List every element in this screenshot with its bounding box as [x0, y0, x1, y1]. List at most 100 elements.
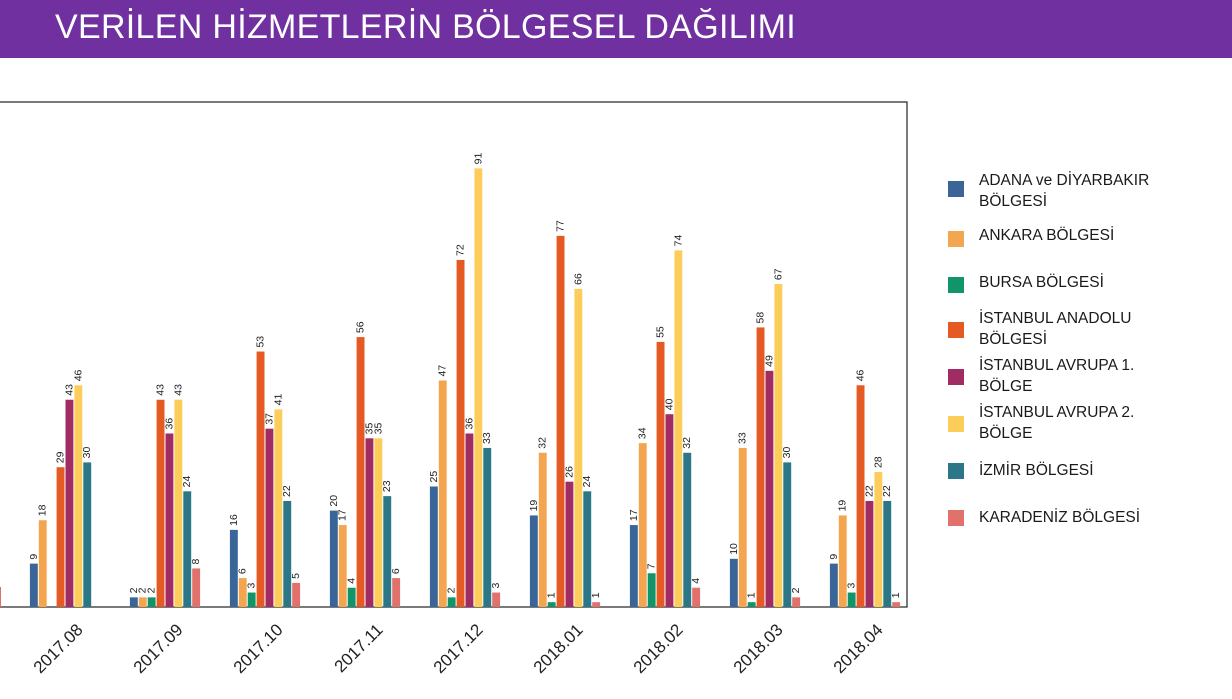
data-label: 66	[572, 273, 584, 285]
bar	[556, 235, 565, 608]
x-tick-label: 2017.11	[331, 620, 387, 676]
data-label: 17	[628, 509, 640, 521]
bar	[65, 399, 74, 607]
data-label: 22	[863, 485, 875, 497]
data-label: 4	[346, 578, 358, 584]
legend-swatch	[948, 416, 964, 432]
bar	[638, 443, 647, 607]
title-bar: VERİLEN HİZMETLERİN BÖLGESEL DAĞILIMI	[0, 0, 1232, 58]
data-label: 56	[355, 321, 367, 333]
data-label: 28	[872, 456, 884, 468]
data-label: 36	[463, 418, 475, 430]
bar	[865, 500, 874, 607]
bar	[365, 438, 374, 607]
data-label: 17	[337, 509, 349, 521]
data-label: 1	[546, 592, 558, 598]
data-label: 6	[237, 568, 249, 574]
data-label: 36	[163, 418, 175, 430]
bar	[229, 529, 238, 607]
x-tick-label: 2018.02	[630, 620, 687, 677]
bar	[574, 288, 583, 607]
bar	[747, 602, 756, 607]
legend-label: ADANA ve DİYARBAKIR BÖLGESİ	[979, 172, 1150, 210]
bar	[783, 462, 792, 607]
bar	[729, 558, 738, 607]
data-label: 23	[381, 480, 393, 492]
data-label: 40	[663, 398, 675, 410]
data-label: 67	[772, 268, 784, 280]
data-label: 34	[637, 427, 649, 439]
bar	[847, 592, 856, 607]
x-tick-label: 2017.09	[130, 620, 187, 677]
bar	[456, 259, 465, 607]
bar	[656, 341, 665, 607]
data-label: 30	[781, 447, 793, 459]
data-label: 37	[263, 413, 275, 425]
data-label: 10	[728, 543, 740, 555]
data-label: 2	[137, 587, 149, 593]
data-label: 1	[890, 592, 902, 598]
bar	[465, 433, 474, 607]
bar	[529, 515, 538, 607]
legend-label: İSTANBUL AVRUPA 1. BÖLGE	[979, 357, 1135, 395]
bar	[874, 472, 883, 607]
bar	[165, 433, 174, 607]
data-label: 43	[63, 384, 75, 396]
data-label: 49	[763, 355, 775, 367]
bar	[238, 578, 247, 607]
data-label: 43	[172, 384, 184, 396]
bar	[138, 597, 147, 607]
legend-swatch	[948, 369, 964, 385]
legend-label: İSTANBUL ANADOLU BÖLGESİ	[979, 310, 1132, 348]
bar	[774, 284, 783, 607]
bar	[892, 602, 901, 607]
bar	[838, 515, 847, 607]
legend-swatch	[948, 463, 964, 479]
bar	[738, 447, 747, 607]
legend-label: İSTANBUL AVRUPA 2. BÖLGE	[979, 404, 1135, 442]
legend-label: BURSA BÖLGESİ	[979, 274, 1104, 291]
legend-label: ANKARA BÖLGESİ	[979, 227, 1115, 244]
legend-swatch	[948, 322, 964, 338]
data-label: 1	[590, 592, 602, 598]
bar	[538, 452, 547, 607]
bar	[592, 602, 601, 607]
data-label: 9	[28, 554, 40, 560]
data-label: 32	[537, 437, 549, 449]
data-label: 6	[390, 568, 402, 574]
bar	[274, 409, 283, 607]
bar	[192, 568, 201, 607]
data-label: 43	[155, 384, 167, 396]
bar	[83, 462, 92, 607]
bar	[756, 327, 765, 607]
data-label: 53	[255, 336, 267, 348]
bar	[392, 578, 401, 607]
data-label: 2	[146, 587, 158, 593]
data-label: 22	[281, 485, 293, 497]
bar	[174, 399, 183, 607]
data-label: 19	[837, 500, 849, 512]
data-label: 3	[246, 583, 258, 589]
bar	[129, 597, 138, 607]
data-label: 19	[528, 500, 540, 512]
data-label: 30	[81, 447, 93, 459]
data-label: 35	[363, 422, 375, 434]
data-label: 72	[455, 244, 467, 256]
data-label: 33	[481, 432, 493, 444]
bar	[492, 592, 501, 607]
bar	[883, 500, 892, 607]
data-label: 33	[737, 432, 749, 444]
bar	[256, 351, 265, 607]
data-label: 77	[555, 220, 567, 232]
bar	[338, 525, 347, 607]
bar	[374, 438, 383, 607]
x-tick-label: 2018.03	[730, 620, 787, 677]
data-label: 74	[672, 234, 684, 246]
data-label: 1	[746, 592, 758, 598]
data-label: 3	[846, 583, 858, 589]
data-label: 55	[655, 326, 667, 338]
data-label: 24	[181, 475, 193, 487]
x-tick-label: 2018.01	[530, 620, 587, 677]
data-label: 3	[490, 583, 502, 589]
